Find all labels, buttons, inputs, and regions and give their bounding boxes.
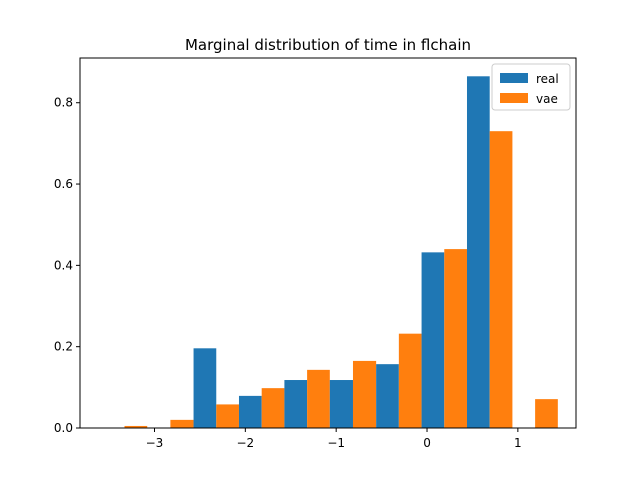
y-tick-label: 0.4	[54, 258, 73, 272]
bars	[124, 76, 558, 429]
x-tick-label: −3	[146, 436, 164, 450]
x-tick-label: 0	[423, 436, 431, 450]
bar-vae-5	[352, 360, 377, 428]
legend-label-real: real	[536, 72, 559, 86]
chart-title: Marginal distribution of time in flchain	[185, 36, 471, 54]
legend-swatch-real	[500, 73, 528, 83]
x-tick-label: 1	[514, 436, 522, 450]
bar-vae-2	[216, 404, 239, 428]
y-tick-label: 0.6	[54, 177, 73, 191]
bar-real-3	[238, 395, 262, 428]
bar-vae-3	[261, 388, 285, 428]
x-tick-label: −2	[236, 436, 254, 450]
bar-vae-6	[398, 333, 422, 428]
bar-vae-0	[124, 425, 148, 428]
axes: −3 −2 −1 0 1 0.0 0.2 0.4 0.6 0.8	[54, 57, 577, 450]
bar-vae-7	[444, 249, 467, 428]
bar-real-8	[466, 76, 490, 429]
bar-real-5	[329, 380, 353, 428]
bar-vae-8	[489, 131, 513, 428]
x-tick-label: −1	[327, 436, 345, 450]
bar-real-4	[284, 380, 308, 428]
bar-real-6	[376, 364, 399, 428]
y-tick-label: 0.0	[54, 421, 73, 435]
bar-vae-4	[307, 369, 330, 428]
bar-real-2	[193, 348, 217, 428]
bar-real-7	[421, 252, 445, 428]
plot-frame	[79, 57, 577, 429]
bar-vae-9	[535, 399, 558, 428]
y-tick-label: 0.8	[54, 96, 73, 110]
legend-label-vae: vae	[536, 92, 558, 106]
bar-vae-1	[170, 419, 194, 428]
legend-swatch-vae	[500, 93, 528, 103]
legend: real vae	[491, 63, 571, 111]
legend-box	[491, 63, 571, 111]
y-tick-label: 0.2	[54, 340, 73, 354]
